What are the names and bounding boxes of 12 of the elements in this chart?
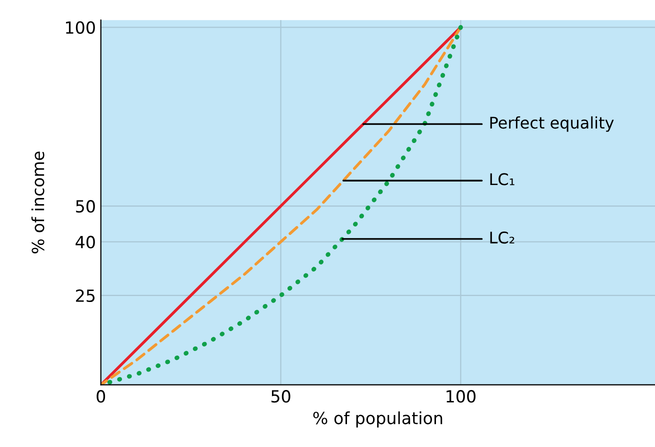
y-tick-label: 100 bbox=[66, 21, 95, 34]
x-tick-label: 0 bbox=[96, 390, 106, 403]
y-axis-title: % of income bbox=[31, 152, 44, 254]
x-tick-label: 100 bbox=[446, 390, 476, 403]
x-tick-label: 50 bbox=[271, 390, 290, 403]
y-tick-label: 40 bbox=[76, 236, 95, 248]
y-tick-label: 25 bbox=[76, 289, 95, 302]
text: LC₁ bbox=[490, 173, 514, 186]
y-tick-label: 50 bbox=[76, 200, 95, 213]
text: LC₂ bbox=[490, 232, 514, 244]
x-axis-title: % of population bbox=[313, 411, 442, 428]
text: Perfect equality bbox=[490, 116, 614, 132]
